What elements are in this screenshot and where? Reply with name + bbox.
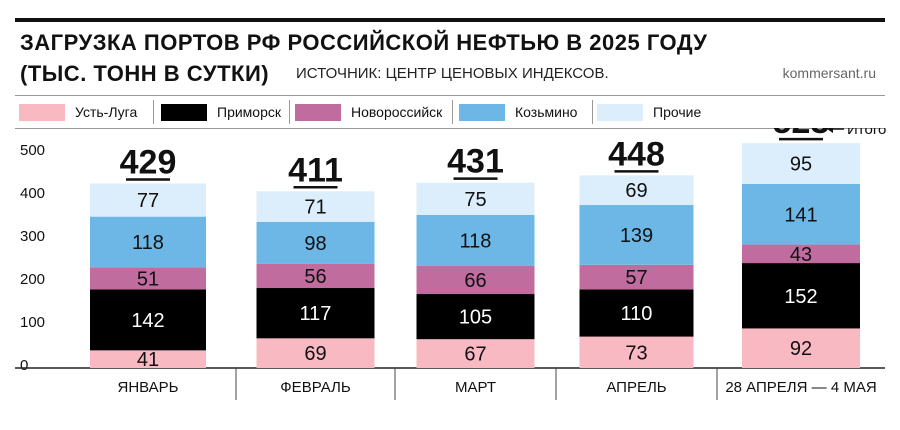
- data-label: 118: [132, 232, 164, 254]
- data-label: 118: [460, 230, 492, 252]
- data-label: 57: [625, 267, 647, 289]
- bar-segment-усть-луга: [90, 350, 206, 368]
- bar-segment-новороссийск: [579, 264, 694, 290]
- data-label: 105: [459, 307, 492, 329]
- legend-divider: [592, 100, 593, 124]
- bar-segment-приморск: [579, 289, 694, 337]
- y-tick-label: 100: [20, 314, 45, 331]
- bar-segment-новороссийск: [90, 267, 206, 290]
- x-category-label: МАРТ: [455, 379, 496, 396]
- bar-segment-новороссийск: [742, 244, 860, 264]
- legend: Усть-Луга Приморск Новороссийск Козьмино…: [15, 95, 885, 129]
- bar-segment-козьмино: [416, 214, 535, 266]
- source-note: ИСТОЧНИК: ЦЕНТР ЦЕНОВЫХ ИНДЕКСОВ.: [296, 65, 609, 82]
- legend-item-kozmino: Козьмино: [459, 96, 577, 128]
- site-credit: kommersant.ru: [782, 65, 876, 81]
- data-label: 110: [621, 303, 653, 325]
- data-label: 41: [137, 349, 159, 371]
- total-label: 523: [773, 128, 830, 141]
- data-label: 77: [137, 190, 159, 212]
- total-label: 431: [447, 143, 504, 181]
- bar-segment-новороссийск: [256, 263, 375, 289]
- bar-segment-прочие: [579, 175, 694, 206]
- total-label: 448: [608, 135, 665, 173]
- stacked-bar-chart: 0 100 200 300 400 500 41 142 51 118 77 429 ЯНВАРЬ 69 1…: [15, 128, 886, 400]
- legend-item-novorossiysk: Новороссийск: [295, 96, 442, 128]
- y-tick-label: 300: [20, 228, 45, 245]
- legend-label-novorossiysk: Новороссийск: [351, 104, 443, 120]
- bar-segment-новороссийск: [416, 265, 535, 295]
- bar-segment-козьмино: [742, 183, 860, 245]
- legend-label-other: Прочие: [653, 104, 702, 120]
- x-category-label: 28 АПРЕЛЯ — 4 МАЯ: [725, 379, 876, 396]
- x-category-label: ФЕВРАЛЬ: [280, 379, 351, 396]
- bar-segment-усть-луга: [579, 336, 694, 368]
- data-label: 98: [304, 233, 326, 255]
- bar-segment-приморск: [90, 289, 206, 351]
- x-category-label: ЯНВАРЬ: [117, 379, 178, 396]
- bar-segment-усть-луга: [256, 338, 375, 368]
- chart-title: ЗАГРУЗКА ПОРТОВ РФ РОССИЙСКОЙ НЕФТЬЮ В 2…: [20, 30, 708, 55]
- data-label: 75: [464, 189, 486, 211]
- legend-swatch-other: [597, 103, 643, 121]
- data-label: 73: [625, 342, 647, 364]
- y-tick-label: 500: [20, 142, 45, 159]
- bar-segment-прочие: [90, 183, 206, 217]
- legend-swatch-primorsk: [161, 103, 207, 121]
- bar-segment-усть-луга: [742, 328, 860, 368]
- legend-label-primorsk: Приморск: [217, 104, 281, 120]
- bar-segment-приморск: [256, 288, 375, 339]
- data-label: 92: [790, 338, 812, 360]
- legend-label-ust-luga: Усть-Луга: [75, 104, 138, 120]
- top-rule: [15, 18, 885, 22]
- total-label: 411: [288, 151, 343, 189]
- total-label: 429: [120, 144, 177, 182]
- bar-segment-усть-луга: [416, 339, 535, 368]
- y-tick-label: 400: [20, 185, 45, 202]
- chart-subtitle-units: (ТЫС. ТОНН В СУТКИ): [20, 61, 270, 86]
- x-category-label: АПРЕЛЬ: [606, 379, 666, 396]
- bar-segment-козьмино: [90, 216, 206, 268]
- data-label: 142: [131, 310, 164, 332]
- legend-item-ust-luga: Усть-Луга: [19, 96, 137, 128]
- data-label: 43: [790, 244, 812, 266]
- annotation-arrowhead-icon: [827, 128, 833, 133]
- data-label: 69: [625, 180, 647, 202]
- data-label: 95: [790, 154, 812, 176]
- bar-segment-козьмино: [256, 221, 375, 264]
- data-label: 51: [137, 268, 159, 290]
- legend-swatch-kozmino: [459, 103, 505, 121]
- data-label: 56: [304, 266, 326, 288]
- data-label: 152: [784, 286, 817, 308]
- total-annotation: Итого: [847, 128, 886, 138]
- bar-segment-прочие: [416, 182, 535, 215]
- data-label: 117: [300, 303, 332, 325]
- data-label: 71: [304, 197, 326, 219]
- bar-segment-прочие: [742, 143, 860, 184]
- data-label: 141: [784, 204, 817, 226]
- data-label: 139: [620, 225, 653, 247]
- legend-swatch-ust-luga: [19, 103, 65, 121]
- legend-divider: [289, 100, 290, 124]
- legend-item-other: Прочие: [597, 96, 701, 128]
- data-label: 67: [464, 344, 486, 366]
- legend-swatch-novorossiysk: [295, 103, 341, 121]
- y-tick-label: 200: [20, 271, 45, 288]
- bar-segment-козьмино: [579, 205, 694, 265]
- bar-segment-приморск: [742, 263, 860, 329]
- y-tick-label: 0: [20, 357, 28, 374]
- bar-segment-приморск: [416, 294, 535, 340]
- legend-item-primorsk: Приморск: [161, 96, 281, 128]
- bar-segment-прочие: [256, 191, 375, 222]
- legend-divider: [452, 100, 453, 124]
- data-label: 69: [304, 343, 326, 365]
- legend-label-kozmino: Козьмино: [515, 104, 578, 120]
- legend-divider: [153, 100, 154, 124]
- data-label: 66: [464, 270, 486, 292]
